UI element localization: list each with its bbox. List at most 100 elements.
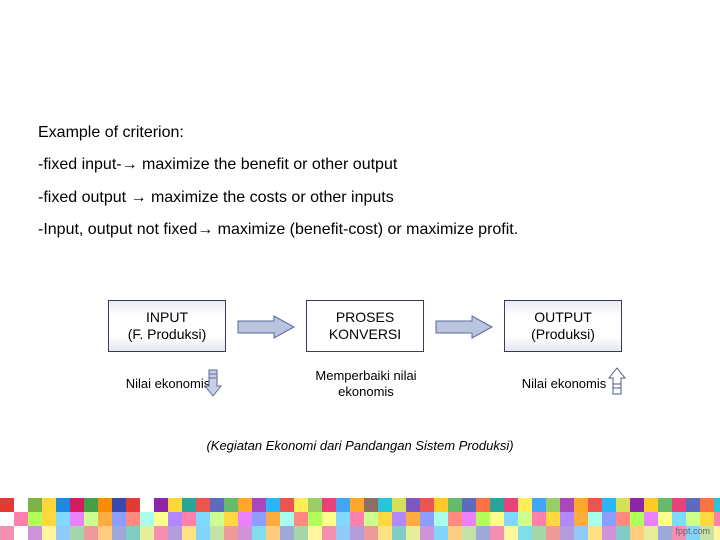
- mosaic-cell: [602, 512, 616, 526]
- mosaic-cell: [294, 498, 308, 512]
- mosaic-cell: [56, 526, 70, 540]
- input-box-line1: INPUT: [146, 309, 188, 327]
- mosaic-row-3: [0, 526, 720, 540]
- mosaic-cell: [630, 498, 644, 512]
- mosaic-cell: [210, 526, 224, 540]
- mosaic-cell: [196, 498, 210, 512]
- mosaic-cell: [252, 512, 266, 526]
- mosaic-cell: [476, 498, 490, 512]
- criterion-text-block: Example of criterion: -fixed input-→ max…: [38, 118, 678, 248]
- mosaic-cell: [350, 512, 364, 526]
- mosaic-cell: [56, 512, 70, 526]
- mosaic-cell: [392, 526, 406, 540]
- mosaic-cell: [700, 498, 714, 512]
- mosaic-cell: [266, 512, 280, 526]
- mosaic-cell: [182, 526, 196, 540]
- mosaic-cell: [588, 512, 602, 526]
- mosaic-cell: [476, 526, 490, 540]
- mosaic-cell: [266, 498, 280, 512]
- mosaic-cell: [546, 526, 560, 540]
- mosaic-cell: [714, 512, 720, 526]
- mosaic-cell: [0, 526, 14, 540]
- mosaic-cell: [490, 526, 504, 540]
- mosaic-cell: [42, 498, 56, 512]
- process-box-line1: PROSES: [336, 309, 394, 327]
- mosaic-cell: [336, 498, 350, 512]
- mosaic-cell: [686, 498, 700, 512]
- mosaic-cell: [126, 498, 140, 512]
- mosaic-cell: [616, 498, 630, 512]
- mosaic-cell: [672, 512, 686, 526]
- mosaic-cell: [658, 512, 672, 526]
- mosaic-cell: [224, 512, 238, 526]
- mosaic-cell: [0, 512, 14, 526]
- mosaic-cell: [476, 512, 490, 526]
- mosaic-cell: [630, 512, 644, 526]
- mosaic-cell: [14, 526, 28, 540]
- mosaic-cell: [28, 498, 42, 512]
- mosaic-cell: [336, 512, 350, 526]
- mosaic-cell: [126, 526, 140, 540]
- mosaic-cell: [42, 526, 56, 540]
- mosaic-cell: [588, 498, 602, 512]
- mosaic-cell: [602, 526, 616, 540]
- mosaic-cell: [392, 498, 406, 512]
- mosaic-cell: [42, 512, 56, 526]
- process-subtext-line1: Memperbaiki nilai: [315, 368, 416, 383]
- mosaic-cell: [392, 512, 406, 526]
- mosaic-cell: [406, 526, 420, 540]
- output-box-line2: (Produksi): [531, 326, 595, 344]
- mosaic-cell: [448, 512, 462, 526]
- mosaic-cell: [546, 498, 560, 512]
- criterion-heading: Example of criterion:: [38, 118, 678, 148]
- mosaic-cell: [504, 512, 518, 526]
- mosaic-cell: [350, 498, 364, 512]
- mosaic-cell: [70, 526, 84, 540]
- mosaic-cell: [336, 526, 350, 540]
- mosaic-cell: [672, 498, 686, 512]
- mosaic-cell: [644, 526, 658, 540]
- mosaic-cell: [420, 498, 434, 512]
- mosaic-cell: [280, 512, 294, 526]
- mosaic-cell: [630, 526, 644, 540]
- mosaic-cell: [434, 498, 448, 512]
- mosaic-cell: [112, 526, 126, 540]
- flow-arrow-2-icon: [434, 314, 494, 340]
- mosaic-cell: [182, 498, 196, 512]
- process-subtext: Memperbaiki nilai ekonomis: [296, 368, 436, 399]
- mosaic-cell: [84, 512, 98, 526]
- mosaic-cell: [210, 498, 224, 512]
- mosaic-cell: [714, 498, 720, 512]
- mosaic-cell: [434, 512, 448, 526]
- mosaic-cell: [0, 498, 14, 512]
- mosaic-cell: [98, 512, 112, 526]
- mosaic-row-1: [0, 498, 720, 512]
- mosaic-cell: [560, 526, 574, 540]
- mosaic-cell: [504, 526, 518, 540]
- mosaic-cell: [238, 526, 252, 540]
- mosaic-cell: [364, 526, 378, 540]
- mosaic-cell: [714, 526, 720, 540]
- mosaic-cell: [504, 498, 518, 512]
- mosaic-cell: [364, 512, 378, 526]
- mosaic-cell: [378, 498, 392, 512]
- criterion-line-2: -fixed output → maximize the costs or ot…: [38, 183, 678, 213]
- mosaic-cell: [98, 526, 112, 540]
- mosaic-cell: [490, 498, 504, 512]
- mosaic-cell: [14, 512, 28, 526]
- fppt-watermark: fppt.com: [675, 526, 710, 536]
- mosaic-cell: [378, 526, 392, 540]
- mosaic-cell: [154, 512, 168, 526]
- mosaic-cell: [280, 498, 294, 512]
- mosaic-cell: [308, 526, 322, 540]
- mosaic-cell: [420, 526, 434, 540]
- down-arrow-icon: [204, 368, 222, 398]
- mosaic-cell: [28, 512, 42, 526]
- mosaic-cell: [224, 498, 238, 512]
- mosaic-cell: [252, 498, 266, 512]
- mosaic-cell: [126, 512, 140, 526]
- mosaic-cell: [616, 512, 630, 526]
- mosaic-cell: [350, 526, 364, 540]
- mosaic-cell: [518, 526, 532, 540]
- process-box: PROSES KONVERSI: [306, 300, 424, 352]
